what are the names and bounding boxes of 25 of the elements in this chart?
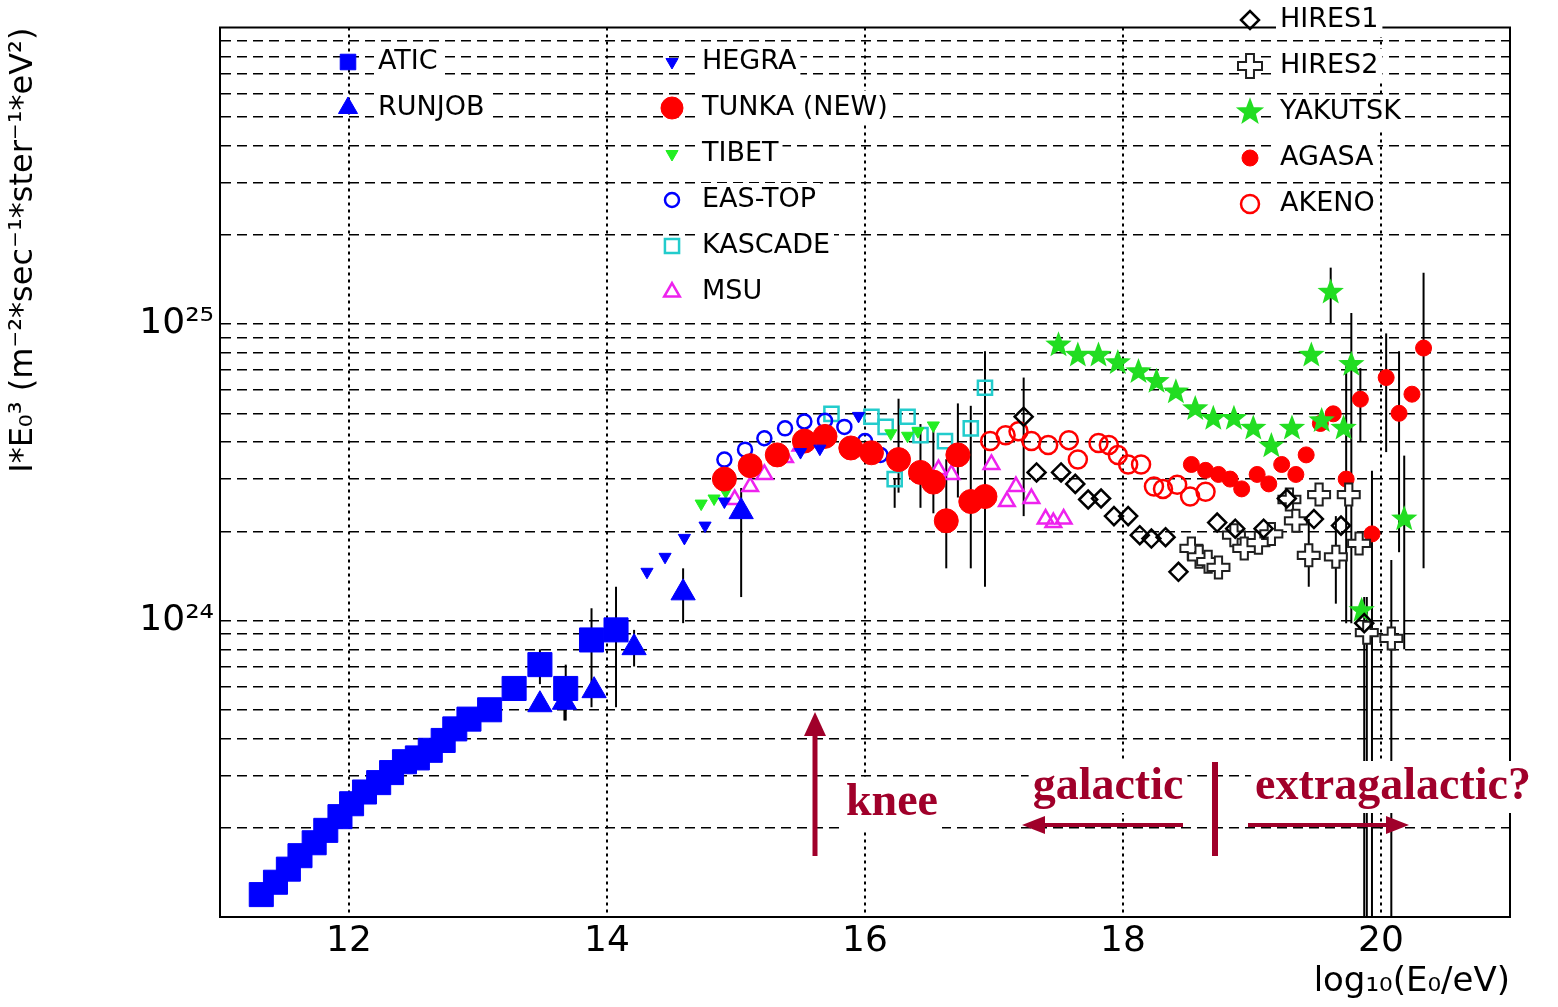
x-tick-label: 16 — [842, 917, 888, 959]
legend-label: HIRES1 — [1280, 2, 1379, 34]
y-axis-title: I*E₀³ (m⁻²*sec⁻¹*ster⁻¹*eV²) — [1, 27, 40, 473]
legend-label: KASCADE — [702, 228, 831, 260]
x-tick-label: 14 — [584, 917, 630, 959]
legend-label: AGASA — [1280, 140, 1375, 172]
legend-label: RUNJOB — [378, 90, 485, 122]
x-tick-label: 20 — [1358, 917, 1404, 959]
x-tick-label: 12 — [326, 917, 372, 959]
legend-label: TIBET — [701, 136, 780, 168]
legend-label: TUNKA (NEW) — [701, 90, 888, 122]
legend-label: HIRES2 — [1280, 48, 1379, 80]
legend-label: YAKUTSK — [1279, 94, 1403, 126]
annotation: knee — [846, 773, 938, 825]
legend-label: ATIC — [378, 44, 438, 76]
annotation: extragalactic? — [1255, 757, 1531, 809]
legend-label: MSU — [702, 274, 763, 306]
annotation: galactic — [1032, 757, 1184, 809]
y-tick-label: 10²⁵ — [139, 300, 214, 342]
x-tick-label: 18 — [1100, 917, 1146, 959]
legend-label: EAS-TOP — [702, 182, 816, 214]
legend-label: HEGRA — [702, 44, 797, 76]
y-tick-label: 10²⁴ — [139, 596, 214, 638]
legend-label: AKENO — [1280, 186, 1375, 218]
x-axis-title: log₁₀(E₀/eV) — [1313, 959, 1510, 1000]
